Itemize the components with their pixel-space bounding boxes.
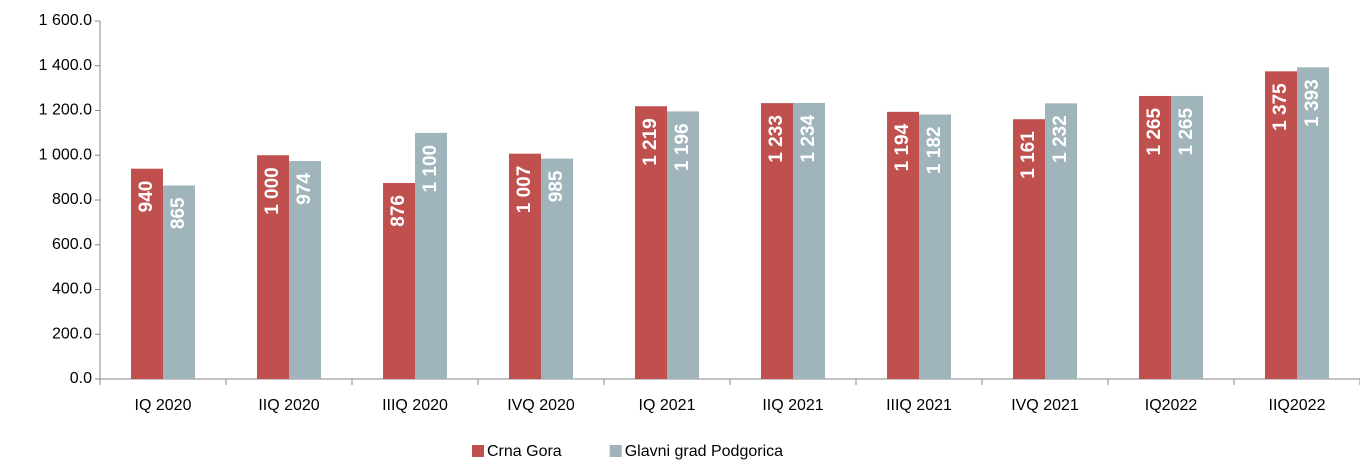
bar bbox=[541, 158, 573, 379]
value-label: 1 100 bbox=[420, 145, 441, 193]
value-label: 865 bbox=[168, 197, 189, 229]
value-label: 876 bbox=[388, 195, 409, 227]
bar bbox=[415, 132, 447, 379]
x-tick-label: IVQ 2021 bbox=[1011, 397, 1079, 414]
bar bbox=[509, 153, 541, 379]
value-label: 1 375 bbox=[1270, 83, 1291, 131]
y-tick-label: 1 000.0 bbox=[39, 146, 92, 163]
x-tick-label: IVQ 2020 bbox=[507, 397, 575, 414]
value-label: 1 182 bbox=[924, 127, 945, 175]
x-tick-label: IIQ 2021 bbox=[762, 397, 823, 414]
x-tick-label: IIQ2022 bbox=[1269, 397, 1326, 414]
value-label: 1 219 bbox=[640, 118, 661, 166]
legend-swatch bbox=[609, 445, 622, 457]
bar bbox=[793, 102, 825, 379]
bar bbox=[163, 185, 195, 379]
bar bbox=[1139, 95, 1171, 380]
bar bbox=[383, 182, 415, 379]
value-label: 1 196 bbox=[672, 123, 693, 171]
x-tick-label: IQ2022 bbox=[1145, 397, 1198, 414]
y-tick-label: 600.0 bbox=[52, 236, 92, 253]
bar bbox=[1265, 71, 1297, 379]
value-label: 974 bbox=[294, 173, 315, 205]
bar bbox=[761, 103, 793, 380]
value-label: 985 bbox=[546, 170, 567, 202]
bar bbox=[1045, 103, 1077, 379]
bar bbox=[1297, 67, 1329, 379]
value-label: 1 233 bbox=[766, 115, 787, 163]
value-label: 1 232 bbox=[1050, 115, 1071, 163]
bar bbox=[1171, 95, 1203, 380]
value-label: 1 161 bbox=[1018, 131, 1039, 179]
x-tick-label: IIQ 2020 bbox=[258, 397, 319, 414]
y-tick-label: 200.0 bbox=[52, 325, 92, 342]
x-tick-label: IQ 2020 bbox=[135, 397, 192, 414]
value-label: 1 393 bbox=[1302, 79, 1323, 127]
y-tick-label: 800.0 bbox=[52, 191, 92, 208]
legend-label: Crna Gora bbox=[487, 443, 562, 460]
y-tick-label: 0.0 bbox=[70, 370, 92, 387]
y-tick-label: 1 200.0 bbox=[39, 102, 92, 119]
value-label: 940 bbox=[136, 181, 157, 213]
bar bbox=[257, 155, 289, 379]
bar bbox=[667, 111, 699, 380]
value-label: 1 234 bbox=[798, 114, 819, 162]
y-tick-label: 400.0 bbox=[52, 281, 92, 298]
x-tick-label: IIIQ 2020 bbox=[382, 397, 448, 414]
value-label: 1 265 bbox=[1176, 108, 1197, 156]
legend-label: Glavni grad Podgorica bbox=[625, 443, 783, 460]
bar bbox=[887, 111, 919, 379]
bar bbox=[635, 106, 667, 379]
x-tick-label: IIIQ 2021 bbox=[886, 397, 952, 414]
y-tick-label: 1 400.0 bbox=[39, 57, 92, 74]
value-label: 1 000 bbox=[262, 167, 283, 215]
x-tick-label: IQ 2021 bbox=[639, 397, 696, 414]
bar bbox=[1013, 119, 1045, 379]
bar bbox=[289, 161, 321, 379]
value-label: 1 007 bbox=[514, 166, 535, 214]
bar bbox=[919, 114, 951, 379]
y-tick-label: 1 600.0 bbox=[39, 12, 92, 29]
value-label: 1 265 bbox=[1144, 108, 1165, 156]
bar bbox=[131, 168, 163, 379]
value-label: 1 194 bbox=[892, 123, 913, 171]
legend-swatch bbox=[472, 445, 484, 457]
